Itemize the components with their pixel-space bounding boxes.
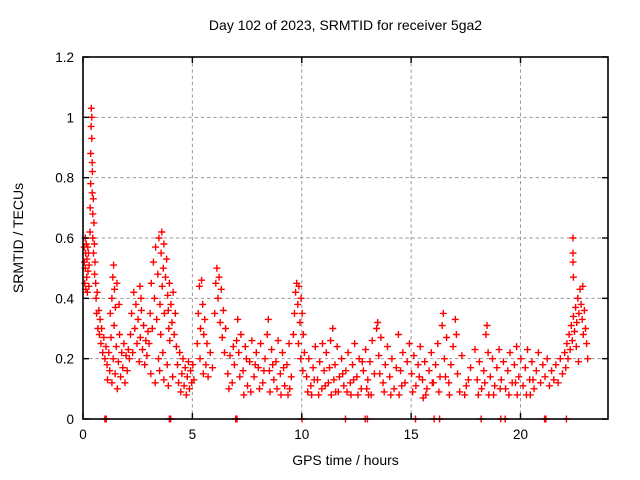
x-tick-label: 15 <box>404 427 419 442</box>
y-tick-label: 0.4 <box>55 291 74 306</box>
y-tick-label: 1.2 <box>55 50 74 65</box>
x-tick-label: 10 <box>294 427 309 442</box>
x-axis-title: GPS time / hours <box>292 452 399 468</box>
y-tick-label: 0.8 <box>55 171 74 186</box>
x-tick-label: 20 <box>513 427 528 442</box>
y-tick-label: 0 <box>66 412 74 427</box>
y-tick-label: 0.2 <box>55 352 74 367</box>
chart-title: Day 102 of 2023, SRMTID for receiver 5ga… <box>208 17 483 33</box>
y-tick-label: 0.6 <box>55 231 74 246</box>
x-tick-label: 0 <box>79 427 87 442</box>
scatter-points <box>80 104 592 423</box>
y-tick-label: 1 <box>66 110 74 125</box>
x-tick-label: 5 <box>189 427 197 442</box>
